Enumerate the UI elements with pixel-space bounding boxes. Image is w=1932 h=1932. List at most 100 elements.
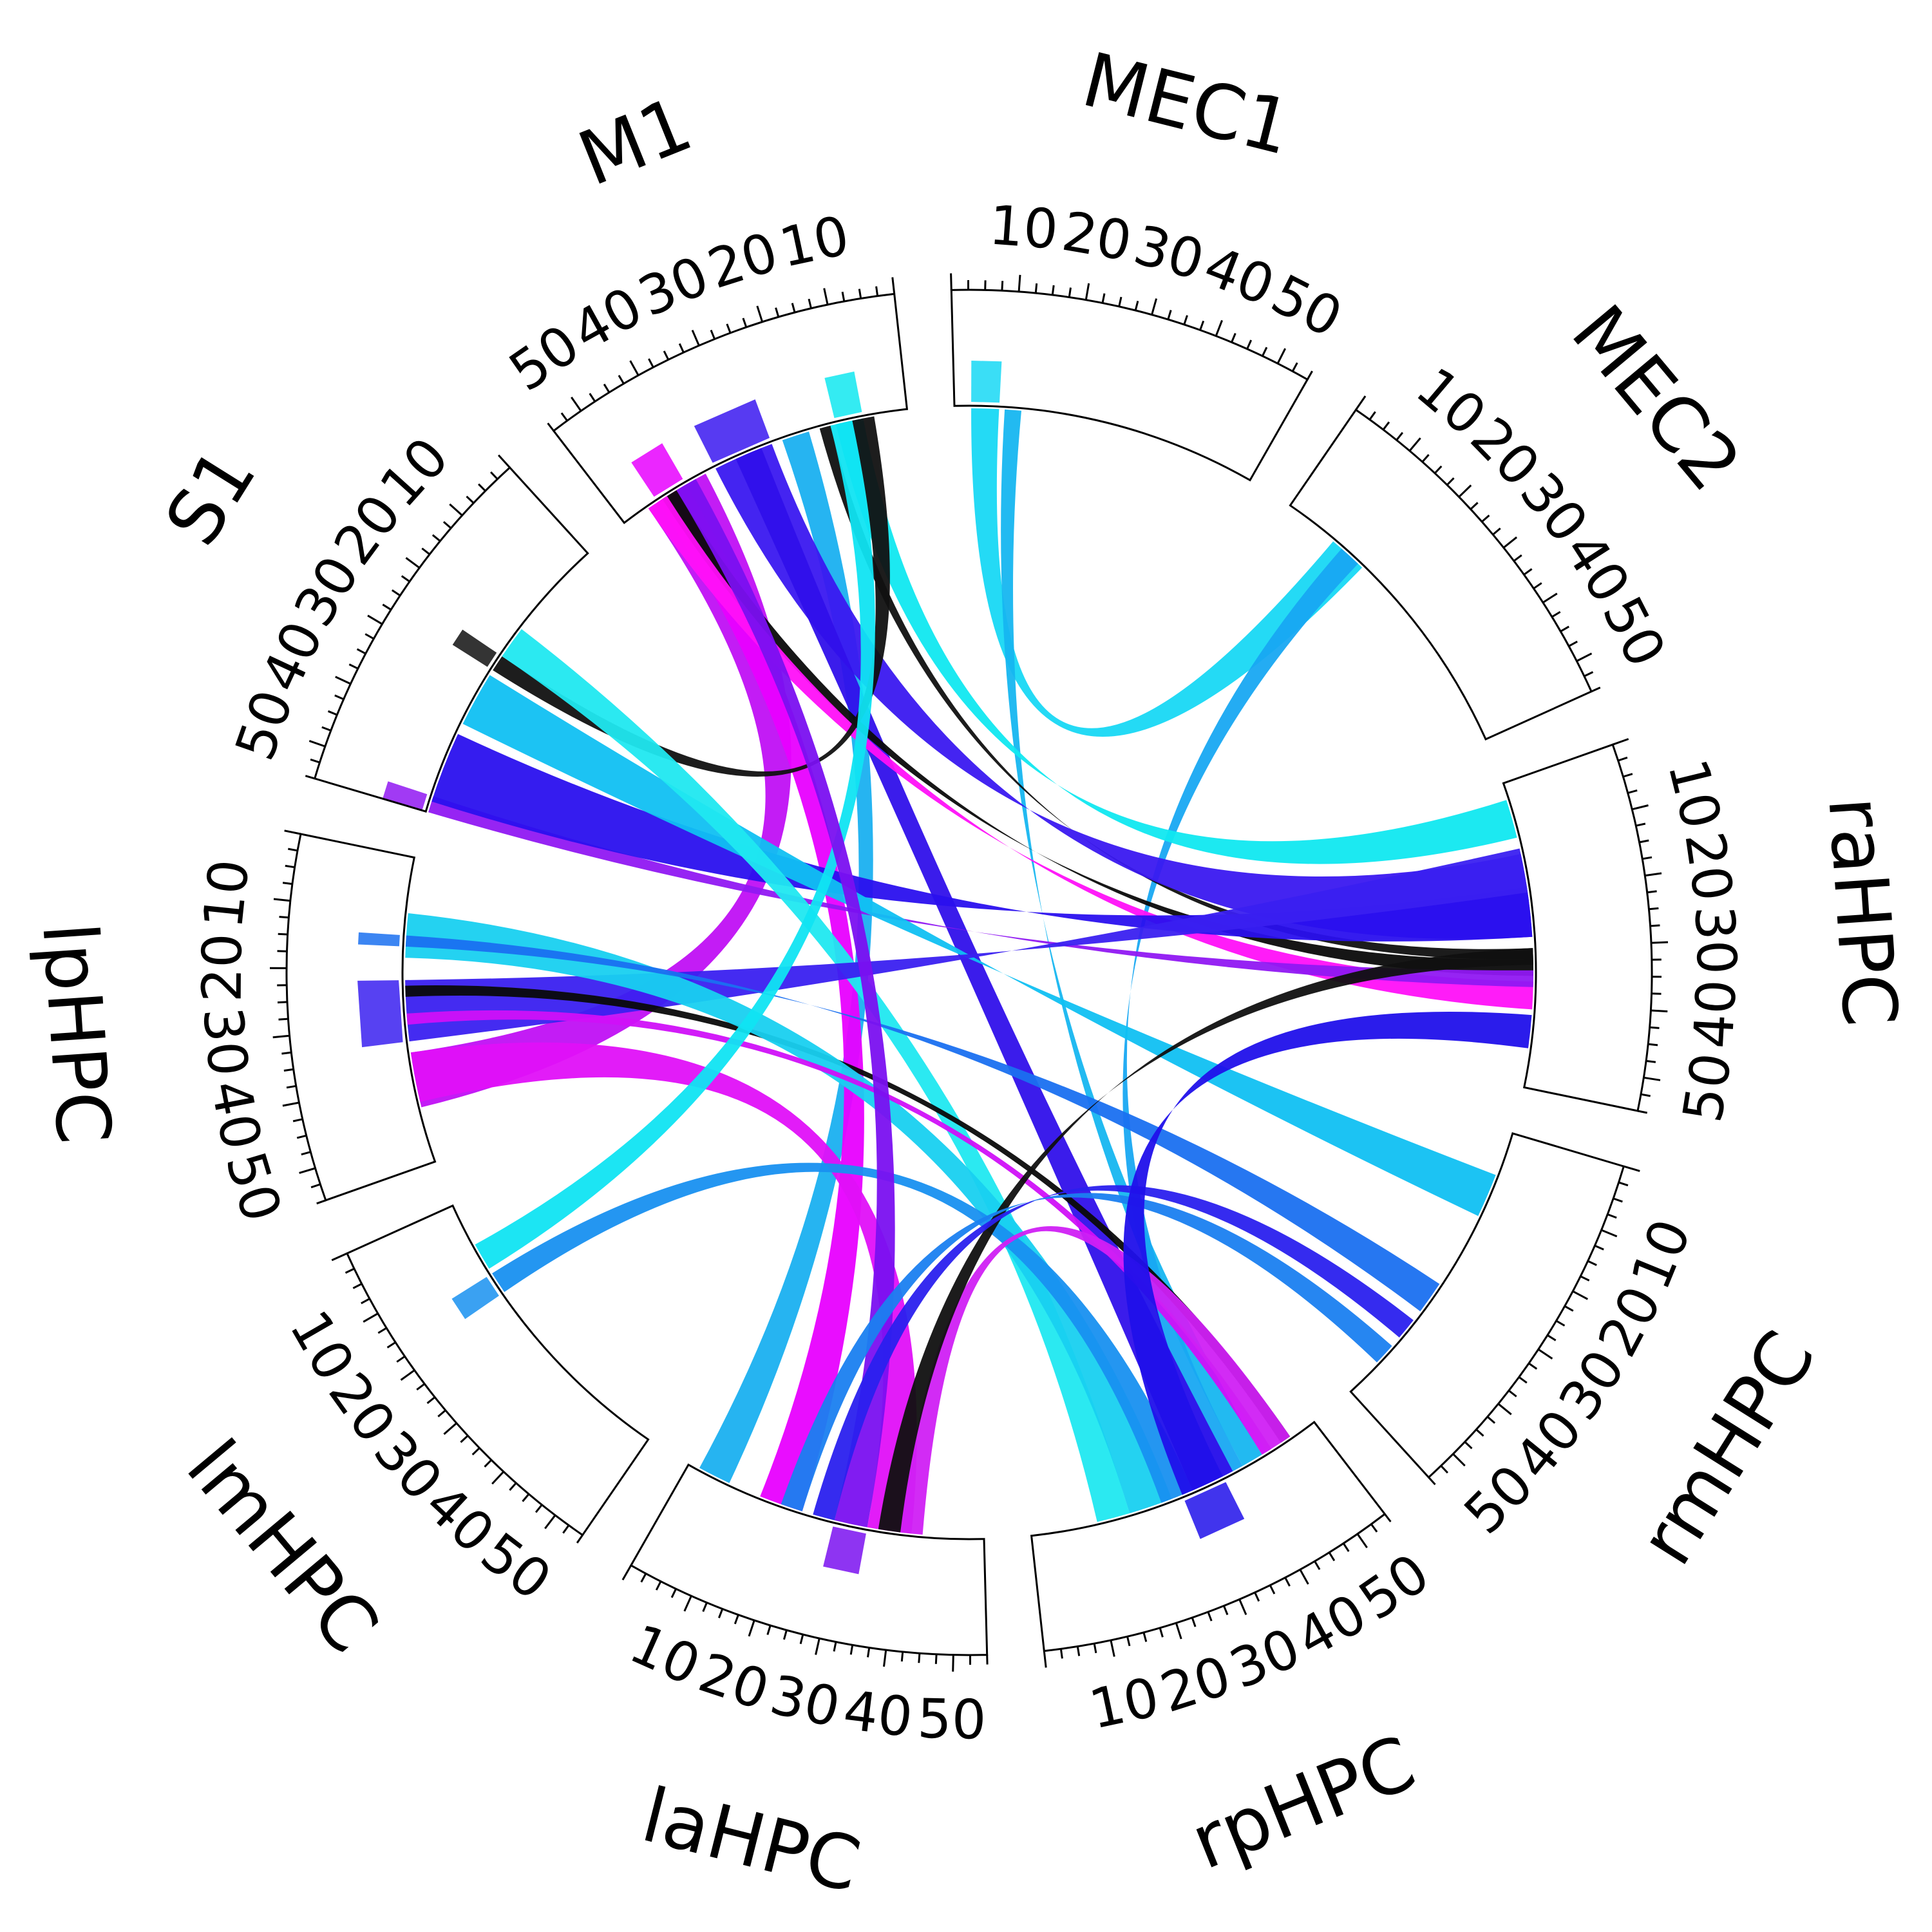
tick-mark (416, 1383, 426, 1391)
tick-mark (308, 739, 326, 748)
tick-mark (1523, 568, 1533, 576)
tick-mark (449, 503, 463, 516)
tick-mark (560, 412, 568, 422)
tick-mark (285, 864, 295, 869)
tick-mark (734, 1614, 739, 1625)
tick-mark (490, 471, 498, 480)
tick-mark (1356, 1533, 1368, 1549)
tick-mark (1651, 941, 1669, 944)
tick-mark (400, 1369, 415, 1381)
tick-mark (742, 317, 748, 328)
tick-mark (335, 676, 352, 685)
tick-mark (710, 330, 715, 340)
tick-mark (1446, 477, 1455, 486)
ribbon-end-cap (357, 980, 403, 1048)
tick-mark (1513, 554, 1522, 562)
tick-label: 50 (1671, 1048, 1743, 1126)
tick-mark (1134, 301, 1139, 311)
tick-mark (823, 288, 829, 305)
tick-mark (571, 396, 582, 412)
tick-mark (1647, 890, 1657, 894)
tick-mark (356, 648, 366, 655)
tick-mark (1492, 527, 1501, 536)
tick-mark (841, 291, 846, 302)
tick-mark (678, 343, 685, 353)
tick-mark (1421, 454, 1430, 463)
tick-mark (726, 323, 732, 334)
tick-mark (1623, 773, 1633, 778)
ribbon-end-cap (824, 371, 862, 419)
tick-mark (849, 1645, 854, 1655)
tick-mark (1464, 1441, 1473, 1450)
tick-mark (1126, 1636, 1131, 1647)
tick-mark (1631, 804, 1649, 811)
tick-mark (748, 1620, 755, 1637)
tick-mark (1497, 1403, 1512, 1416)
tick-mark (1018, 274, 1021, 292)
tick-mark (1639, 839, 1649, 844)
tick-mark (382, 603, 392, 611)
tick-mark (497, 454, 511, 469)
tick-mark (1637, 1110, 1647, 1114)
tick-mark (1276, 348, 1287, 365)
segment-label-S1: S1 (149, 433, 273, 560)
tick-label: 40 (1681, 978, 1748, 1050)
tick-mark (281, 1051, 292, 1055)
tick-mark (691, 330, 700, 346)
tick-mark (867, 1647, 871, 1658)
tick-mark (1601, 1229, 1618, 1238)
ribbon-end-cap (631, 443, 683, 497)
tick-mark (1635, 822, 1646, 827)
tick-mark (718, 1608, 724, 1618)
tick-label: 30 (1128, 213, 1211, 292)
tick-mark (1269, 1584, 1276, 1595)
ribbon-end-cap (383, 781, 428, 811)
tick-mark (833, 1642, 837, 1652)
tick-mark (391, 589, 401, 596)
tick-mark (273, 898, 291, 902)
tick-mark (1560, 625, 1569, 632)
tick-mark (1396, 431, 1404, 441)
ribbon-lpHPC-laHPC (410, 1042, 917, 1534)
tick-mark (1299, 1569, 1309, 1585)
tick-mark (1502, 536, 1518, 549)
tick-mark (283, 1068, 294, 1072)
tick-mark (1645, 872, 1662, 877)
tick-label: 30 (191, 1005, 260, 1079)
tick-mark (1542, 592, 1558, 603)
tick-mark (1651, 1009, 1668, 1012)
tick-mark (589, 393, 596, 402)
tick-mark (1368, 411, 1376, 421)
tick-mark (509, 1482, 517, 1491)
tick-mark (1428, 1476, 1436, 1486)
tick-mark (1284, 1577, 1291, 1587)
tick-mark (334, 694, 345, 701)
tick-mark (284, 829, 301, 835)
tick-mark (1207, 1611, 1213, 1622)
tick-mark (348, 663, 359, 670)
tick-mark (1043, 1651, 1047, 1668)
tick-mark (791, 303, 796, 313)
ribbon-rpHPC-raHPC (1123, 1011, 1532, 1495)
segment-label-M1: M1 (567, 80, 704, 203)
tick-mark (663, 350, 670, 361)
tick-label: 10 (987, 193, 1061, 261)
segment-label-MEC1: MEC1 (1074, 36, 1300, 172)
segment-track-laHPC (629, 1463, 989, 1656)
tick-label: 50 (213, 1144, 294, 1229)
ribbon-end-cap (971, 361, 1002, 403)
tick-mark (405, 556, 421, 569)
tick-label: 20 (1057, 200, 1136, 274)
tick-mark (1533, 582, 1542, 590)
tick-mark (1175, 1622, 1182, 1640)
tick-mark (310, 1183, 321, 1189)
tick-mark (640, 1573, 647, 1583)
ribbons-layer (357, 361, 1534, 1575)
tick-mark (272, 1034, 290, 1039)
tick-mark (1328, 1551, 1336, 1562)
tick-mark (1555, 1320, 1566, 1327)
tick-mark (1452, 1453, 1466, 1467)
ribbon-end-cap (807, 379, 829, 422)
ribbon-lmHPC-M1 (475, 421, 875, 1269)
tick-mark (1486, 1416, 1496, 1424)
